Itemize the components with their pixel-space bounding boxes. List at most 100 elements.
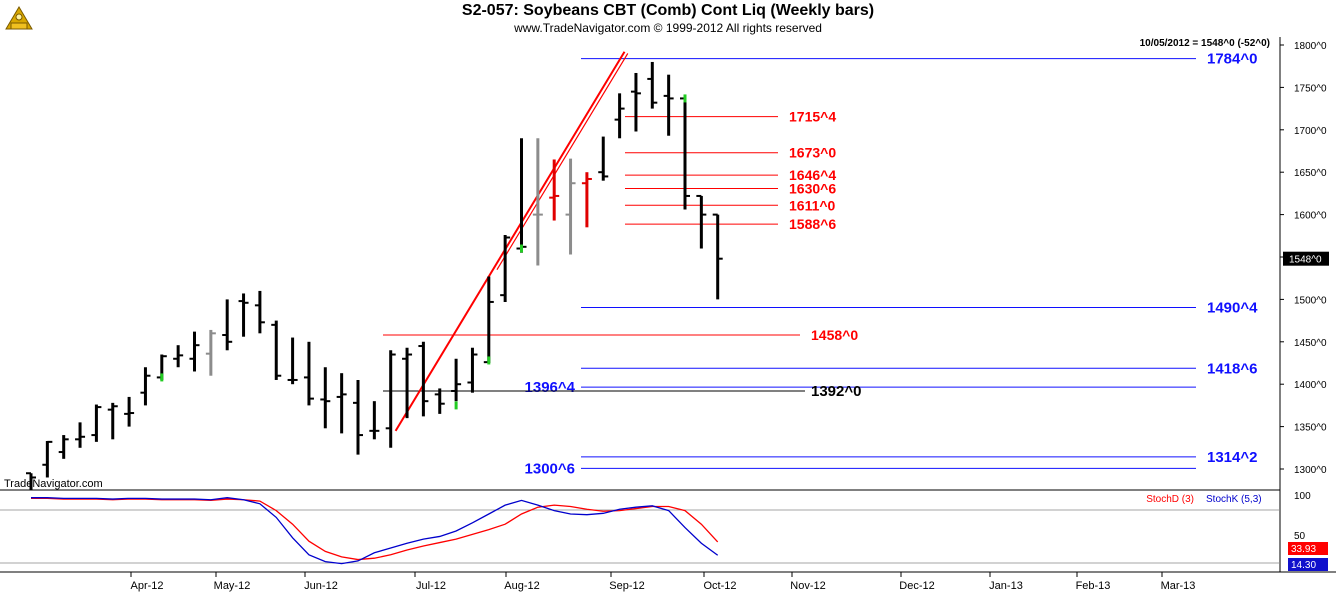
price-bar: [353, 379, 363, 455]
price-bar: [467, 347, 478, 393]
x-tick-label: Jun-12: [304, 580, 338, 592]
level-label: 1715^4: [789, 109, 836, 125]
stoch-tick-100: 100: [1294, 491, 1311, 502]
price-bar: [336, 373, 347, 434]
y-tick-label: 1650^0: [1294, 168, 1327, 179]
price-bar: [271, 320, 282, 380]
price-bar: [663, 74, 674, 136]
price-bar: [222, 299, 233, 351]
price-bar: [680, 94, 690, 210]
price-bar: [549, 159, 560, 221]
price-bar: [565, 158, 576, 255]
level-label: 1588^6: [789, 216, 836, 232]
price-bar: [614, 93, 625, 139]
x-tick-label: Feb-13: [1076, 580, 1111, 592]
level-label: 1490^4: [1207, 299, 1258, 316]
y-tick-label: 1450^0: [1294, 338, 1327, 349]
price-bar: [630, 72, 641, 132]
stoch-tick-50: 50: [1294, 531, 1306, 542]
y-tick-label: 1300^0: [1294, 465, 1327, 476]
y-tick-label: 1600^0: [1294, 211, 1327, 222]
level-label: 1396^4: [525, 379, 576, 396]
stoch-d-legend: StochD (3): [1146, 494, 1194, 505]
price-bar: [42, 440, 53, 478]
price-bar: [124, 396, 135, 427]
current-price-label: 1548^0: [1289, 255, 1322, 266]
level-label: 1673^0: [789, 145, 836, 161]
level-label: 1458^0: [811, 327, 858, 343]
y-tick-label: 1700^0: [1294, 126, 1327, 137]
trade-navigator-logo-icon[interactable]: [4, 3, 34, 33]
y-tick-label: 1400^0: [1294, 380, 1327, 391]
price-bar: [532, 138, 543, 266]
price-bar: [107, 402, 118, 440]
x-tick-label: Sep-12: [609, 580, 644, 592]
price-bar: [451, 358, 462, 410]
stoch-d-line: [31, 497, 719, 561]
price-bar: [287, 337, 298, 385]
price-bar: [369, 401, 380, 440]
price-bar: [58, 435, 69, 459]
price-bar: [189, 331, 200, 372]
price-bar: [320, 367, 331, 429]
price-bar: [598, 136, 609, 181]
price-bar: [402, 347, 413, 419]
x-tick-label: Nov-12: [790, 580, 825, 592]
price-bar: [156, 354, 167, 382]
trendline-channel: [496, 53, 629, 271]
stoch-k-legend: StochK (5,3): [1206, 494, 1262, 505]
price-bars: [26, 61, 723, 491]
stochastic-panel: StochD (3) StochK (5,3) 100 50 33.93 14.30: [0, 491, 1328, 571]
x-tick-label: Jan-13: [989, 580, 1023, 592]
price-bar: [516, 138, 527, 253]
stoch-k-line: [31, 497, 719, 565]
stoch-d-value-box: [1288, 542, 1328, 555]
x-tick-label: Aug-12: [504, 580, 539, 592]
price-bar: [303, 341, 314, 406]
level-label: 1418^6: [1207, 360, 1257, 377]
level-label: 1646^4: [789, 167, 836, 183]
trendlines: [394, 51, 629, 432]
level-label: 1392^0: [811, 383, 861, 400]
watermark-text: TradeNavigator.com: [4, 478, 103, 490]
price-bar: [173, 345, 184, 368]
current-price-box: [1283, 251, 1329, 266]
level-label: 1611^0: [789, 197, 836, 213]
price-axis: 1300^01350^01400^01450^01500^01550^01600…: [1280, 41, 1329, 476]
x-tick-label: Apr-12: [130, 580, 163, 592]
y-tick-label: 1500^0: [1294, 295, 1327, 306]
x-tick-label: May-12: [214, 580, 251, 592]
trendline-up: [394, 51, 626, 432]
chart-title: S2-057: Soybeans CBT (Comb) Cont Liq (We…: [461, 2, 875, 19]
price-bar: [418, 341, 429, 417]
time-axis: Apr-12 May-12 Jun-12 Jul-12 Aug-12 Sep-12 Oct-…: [130, 572, 1195, 592]
price-bar: [75, 422, 86, 448]
x-tick-label: Jul-12: [416, 580, 446, 592]
x-tick-label: Dec-12: [899, 580, 934, 592]
stoch-k-value-box: [1288, 558, 1328, 571]
level-label: 1300^6: [525, 460, 575, 477]
level-label: 1784^0: [1207, 51, 1257, 68]
price-bar: [647, 61, 658, 109]
price-bar: [434, 388, 445, 414]
level-label: 1630^6: [789, 181, 836, 197]
price-bar: [500, 234, 511, 302]
price-bar: [140, 367, 151, 406]
price-bar: [238, 293, 249, 337]
price-bar: [385, 350, 396, 448]
last-bar-info: 10/05/2012 = 1548^0 (-52^0): [1140, 38, 1270, 49]
chart-header: S2-057: Soybeans CBT (Comb) Cont Liq (We…: [0, 0, 1336, 37]
stoch-k-value: 14.30: [1291, 560, 1316, 571]
price-bar: [712, 213, 723, 300]
y-tick-label: 1350^0: [1294, 423, 1327, 434]
price-bar: [254, 290, 265, 334]
y-tick-label: 1750^0: [1294, 83, 1327, 94]
y-tick-label: 1800^0: [1294, 41, 1327, 52]
stoch-d-value: 33.93: [1291, 544, 1316, 555]
price-bar: [696, 194, 707, 249]
price-bar: [205, 329, 216, 376]
level-label: 1314^2: [1207, 449, 1257, 466]
copyright-text: www.TradeNavigator.com © 1999-2012 All r…: [514, 21, 822, 35]
